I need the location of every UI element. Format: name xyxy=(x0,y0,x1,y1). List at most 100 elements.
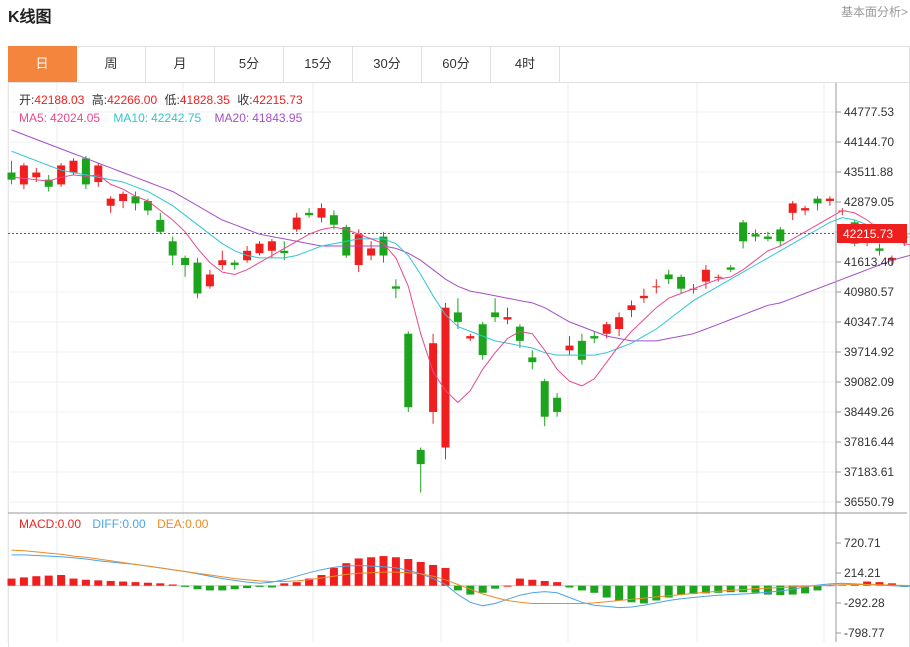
candle xyxy=(776,227,784,246)
candle-body xyxy=(330,215,338,224)
candle xyxy=(305,208,313,217)
candle-body xyxy=(479,324,487,355)
candle-body xyxy=(392,286,400,288)
candle-body xyxy=(553,398,561,412)
macd-bar xyxy=(541,581,549,586)
macd-bar xyxy=(640,586,648,604)
macd-bar xyxy=(479,586,487,593)
ma10-label: MA10: xyxy=(113,111,148,125)
candle xyxy=(814,196,822,210)
candle xyxy=(169,237,177,265)
candle-body xyxy=(814,199,822,204)
close-label: 收: xyxy=(237,93,252,107)
macd-bar xyxy=(132,582,140,586)
price-tick-label: 44144.70 xyxy=(844,135,894,149)
candle-body xyxy=(826,199,834,201)
candle xyxy=(491,298,499,322)
macd-value: 0.00 xyxy=(58,517,82,531)
macd-tick-label: 214.21 xyxy=(844,566,881,580)
macd-bar xyxy=(243,586,251,588)
macd-bar xyxy=(268,586,276,588)
candle xyxy=(615,312,623,336)
candle xyxy=(392,279,400,298)
candle xyxy=(404,331,412,412)
ma20-value: 41843.95 xyxy=(252,111,302,125)
macd-bar xyxy=(578,586,586,591)
macd-tick-label: 720.71 xyxy=(844,536,881,550)
candle-body xyxy=(305,213,313,215)
candle-body xyxy=(640,296,648,298)
candle xyxy=(479,322,487,360)
candle-body xyxy=(702,270,710,282)
low-value: 41828.35 xyxy=(180,93,230,107)
candle-body xyxy=(801,208,809,210)
candle xyxy=(541,379,549,426)
candle-body xyxy=(231,263,239,265)
macd-bar xyxy=(70,579,78,586)
macd-bar xyxy=(57,575,65,586)
price-tick-label: 38449.26 xyxy=(844,405,894,419)
macd-bar xyxy=(355,558,363,585)
macd-bar xyxy=(206,586,214,591)
candle xyxy=(57,163,65,187)
open-label: 开: xyxy=(19,93,34,107)
macd-bar xyxy=(603,586,611,598)
candle xyxy=(355,229,363,272)
candle xyxy=(876,244,884,256)
candle-body xyxy=(293,218,301,230)
macd-bar xyxy=(516,579,524,586)
candle-body xyxy=(119,194,127,201)
price-tick-label: 44777.53 xyxy=(844,105,894,119)
candle-body xyxy=(442,308,450,448)
price-tick-label: 37816.44 xyxy=(844,435,894,449)
dea-line xyxy=(12,550,910,603)
candle-body xyxy=(94,165,102,182)
price-tick-label: 41613.40 xyxy=(844,255,894,269)
diff-line xyxy=(12,555,910,608)
dea-label: DEA: xyxy=(157,517,185,531)
candle-body xyxy=(566,346,574,351)
candle xyxy=(293,213,301,232)
macd-bar xyxy=(590,586,598,593)
candle-body xyxy=(32,173,40,178)
candle-body xyxy=(764,237,772,239)
diff-label: DIFF: xyxy=(92,517,122,531)
candle xyxy=(628,301,636,318)
ma5-label: MA5: xyxy=(19,111,47,125)
macd-bar xyxy=(32,576,40,585)
candle-body xyxy=(739,222,747,241)
ma20-label: MA20: xyxy=(215,111,250,125)
macd-bar xyxy=(194,586,202,590)
macd-bar xyxy=(256,586,264,587)
candle-body xyxy=(417,450,425,464)
macd-bar xyxy=(764,586,772,595)
open-value: 42188.03 xyxy=(34,93,84,107)
candle xyxy=(727,265,735,272)
close-value: 42215.73 xyxy=(253,93,303,107)
candle-body xyxy=(876,248,884,250)
candle xyxy=(442,303,450,459)
candle xyxy=(578,334,586,365)
macd-bar xyxy=(454,586,462,591)
ma-lines xyxy=(12,130,910,403)
candle-body xyxy=(541,381,549,417)
price-tick-label: 39714.92 xyxy=(844,345,894,359)
candle xyxy=(107,196,115,213)
macd-bar xyxy=(677,586,685,595)
grid-lines xyxy=(8,83,836,642)
candle-body xyxy=(57,165,65,184)
candle-body xyxy=(107,199,115,206)
macd-bar xyxy=(566,586,574,588)
candle-body xyxy=(8,173,16,180)
macd-bar xyxy=(380,556,388,586)
macd-bar xyxy=(553,582,561,586)
candle-body xyxy=(491,312,499,317)
macd-bar xyxy=(504,586,512,587)
candle-body xyxy=(776,229,784,241)
macd-bar xyxy=(367,557,375,585)
candle xyxy=(218,251,226,270)
candle xyxy=(739,220,747,248)
price-axis: 44777.5344144.7043511.8842879.0542246.23… xyxy=(8,83,907,642)
